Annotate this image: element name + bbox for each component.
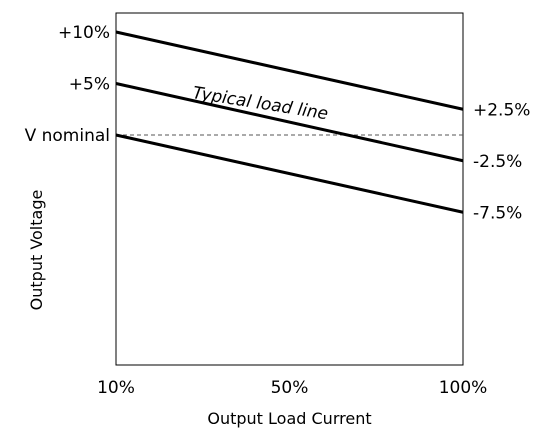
left-label-1: +5% xyxy=(69,75,110,95)
y-axis-title: Output Voltage xyxy=(27,190,46,311)
end-label-0: +2.5% xyxy=(473,100,530,120)
plot-frame xyxy=(115,12,464,366)
x-tick-2: 100% xyxy=(439,378,488,398)
x-tick-0: 10% xyxy=(97,378,135,398)
series-line-2 xyxy=(115,133,464,214)
typical-load-line-annotation: Typical load line xyxy=(191,83,329,124)
end-label-1: -2.5% xyxy=(473,152,522,172)
series-line-0 xyxy=(115,30,464,111)
left-value-labels: +10% +5% V nominal xyxy=(25,23,110,146)
x-axis-title: Output Load Current xyxy=(207,409,371,428)
x-tick-1: 50% xyxy=(271,378,309,398)
series-line-1 xyxy=(115,82,464,163)
x-tick-labels: 10% 50% 100% xyxy=(97,378,487,398)
right-end-labels: +2.5% -2.5% -7.5% xyxy=(473,100,530,223)
left-label-2: V nominal xyxy=(25,126,110,146)
series-layer xyxy=(115,30,464,214)
left-label-0: +10% xyxy=(58,23,110,43)
end-label-2: -7.5% xyxy=(473,203,522,223)
